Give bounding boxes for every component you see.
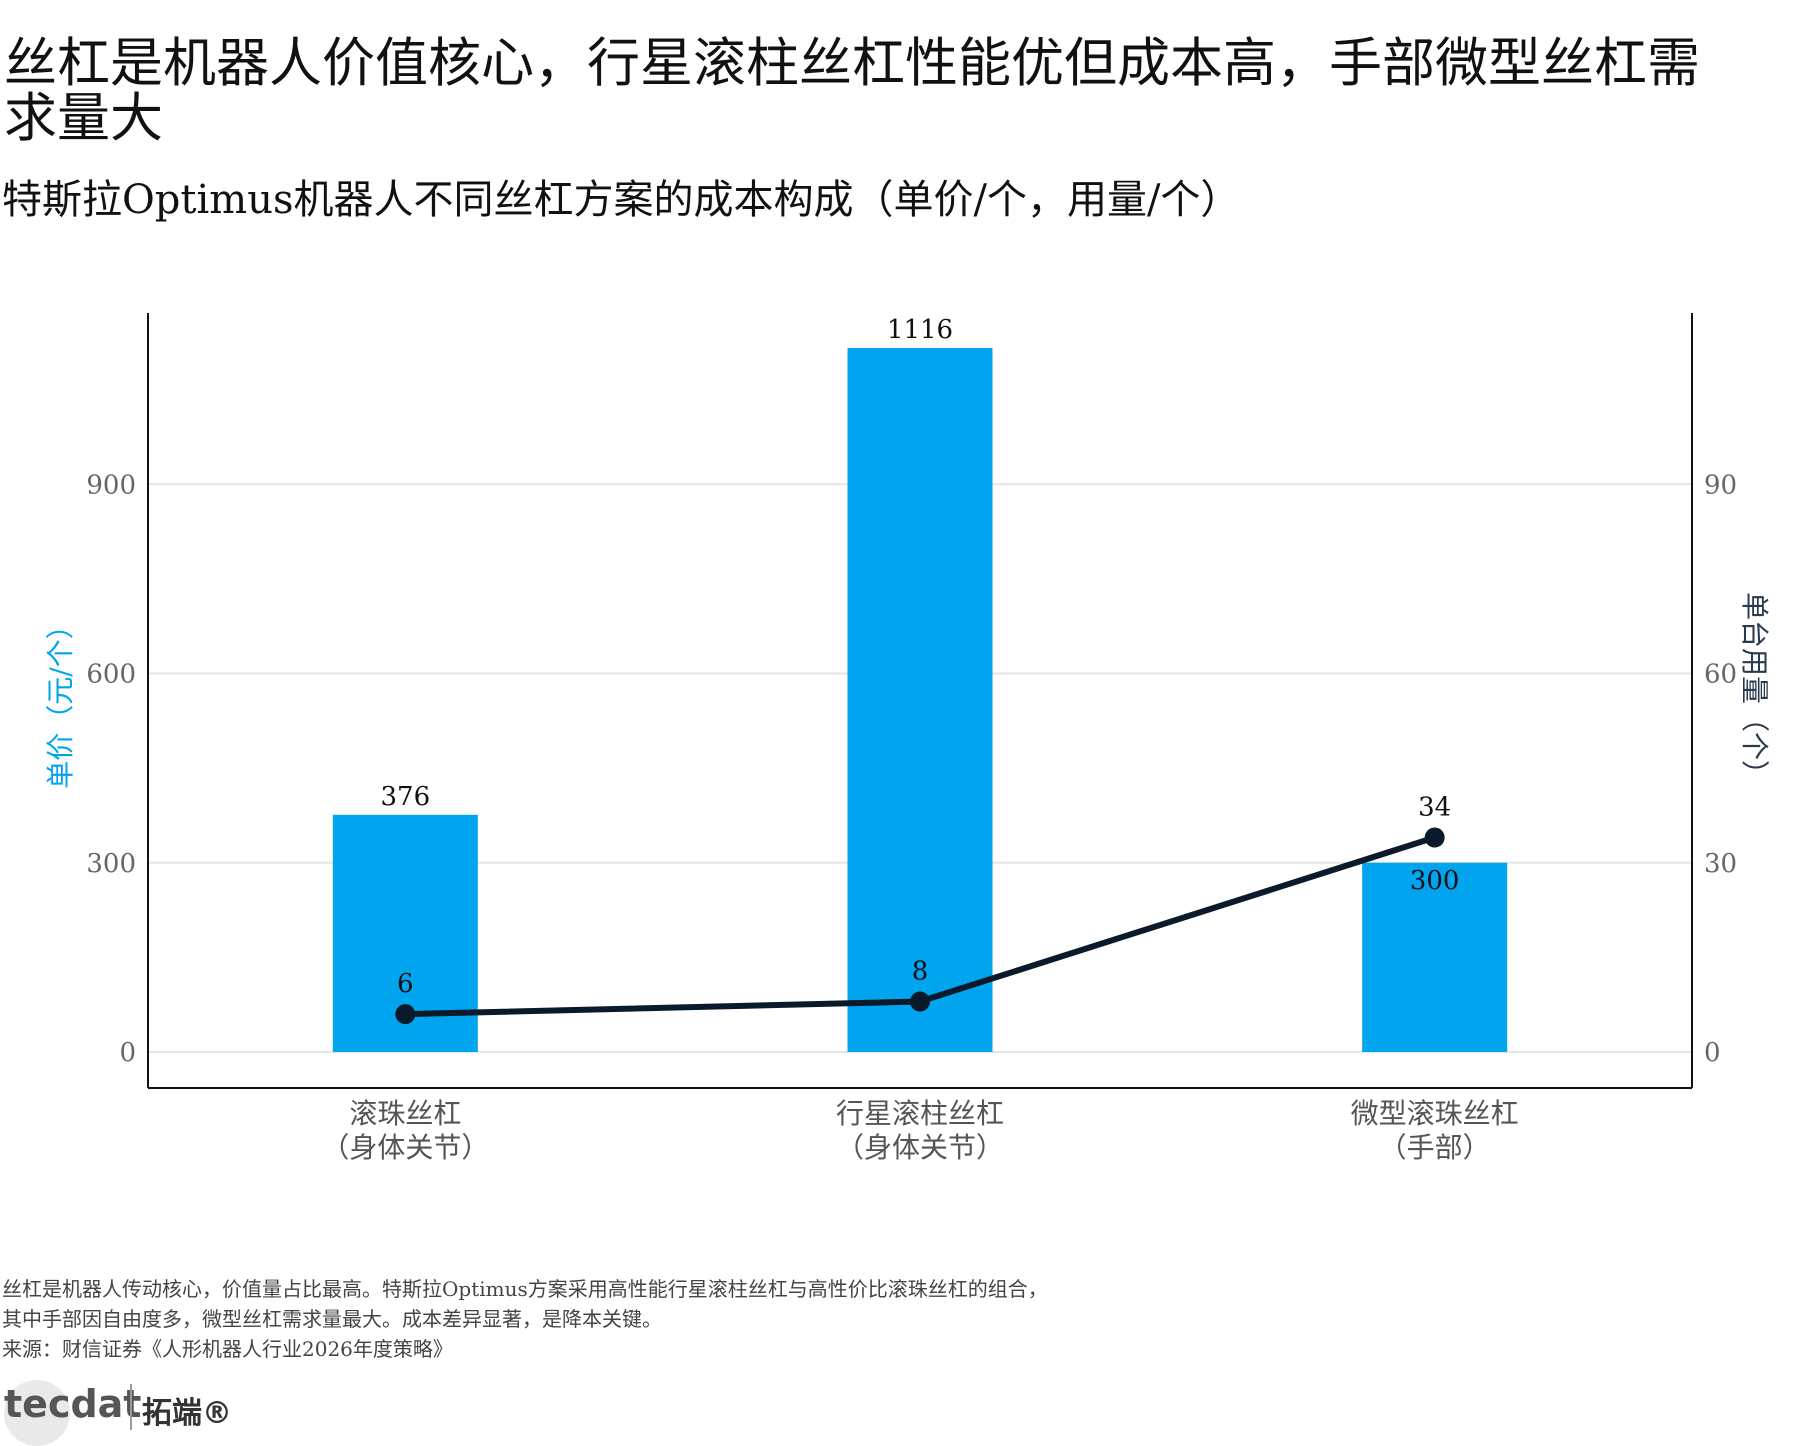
chart-title: 丝杠是机器人价值核心，行星滚柱丝杠性能优但成本高，手部微型丝杠需求量大 bbox=[4, 33, 1700, 149]
note-line-1: 丝杠是机器人传动核心，价值量占比最高。特斯拉Optimus方案采用高性能行星滚柱… bbox=[2, 1277, 1048, 1301]
y-left-tick-label: 0 bbox=[119, 1038, 136, 1068]
logo-badge bbox=[4, 1380, 70, 1446]
logo-latin: tecdat bbox=[4, 1382, 142, 1426]
line-value-label: 6 bbox=[397, 969, 414, 999]
line-point bbox=[910, 991, 930, 1012]
y-right-axis-title: 单台用量（个） bbox=[1738, 592, 1771, 788]
bar bbox=[847, 348, 993, 1052]
bar bbox=[1362, 862, 1508, 1052]
bar-value-label: 1116 bbox=[887, 315, 953, 345]
y-right-tick-label: 30 bbox=[1704, 849, 1737, 879]
x-tick-label-sub: （身体关节） bbox=[321, 1131, 489, 1164]
x-tick-label-sub: （手部） bbox=[1379, 1131, 1491, 1164]
y-right-tick-label: 0 bbox=[1704, 1038, 1721, 1068]
bar-value-label: 376 bbox=[381, 782, 431, 812]
chart-subtitle: 特斯拉Optimus机器人不同丝杠方案的成本构成（单价/个，用量/个） bbox=[2, 177, 1241, 223]
y-right-tick-label: 90 bbox=[1704, 470, 1737, 500]
y-left-tick-label: 600 bbox=[86, 660, 136, 690]
x-tick-label: 滚珠丝杠 bbox=[349, 1097, 461, 1130]
x-tick-label-sub: （身体关节） bbox=[836, 1131, 1004, 1164]
line-value-label: 34 bbox=[1418, 793, 1451, 823]
note-line-2: 其中手部因自由度多，微型丝杠需求量最大。成本差异显著，是降本关键。 bbox=[2, 1307, 662, 1331]
x-tick-label: 行星滚柱丝杠 bbox=[836, 1097, 1004, 1130]
y-right-tick-label: 60 bbox=[1704, 660, 1737, 690]
x-tick-label: 微型滚珠丝杠 bbox=[1351, 1097, 1519, 1130]
source-note: 来源：财信证券《人形机器人行业2026年度策略》 bbox=[2, 1337, 453, 1361]
y-left-tick-label: 300 bbox=[86, 849, 136, 879]
logo-separator bbox=[130, 1384, 132, 1430]
line-point bbox=[395, 1004, 416, 1025]
tecdat-logo: tecdat 拓端® bbox=[4, 1376, 234, 1446]
logo-chinese: 拓端® bbox=[142, 1396, 232, 1431]
line-value-label: 8 bbox=[912, 957, 929, 987]
y-left-axis-title: 单价（元/个） bbox=[44, 611, 77, 788]
bar-value-label: 300 bbox=[1410, 866, 1460, 896]
line-point bbox=[1424, 827, 1445, 848]
y-left-tick-label: 900 bbox=[86, 470, 136, 500]
